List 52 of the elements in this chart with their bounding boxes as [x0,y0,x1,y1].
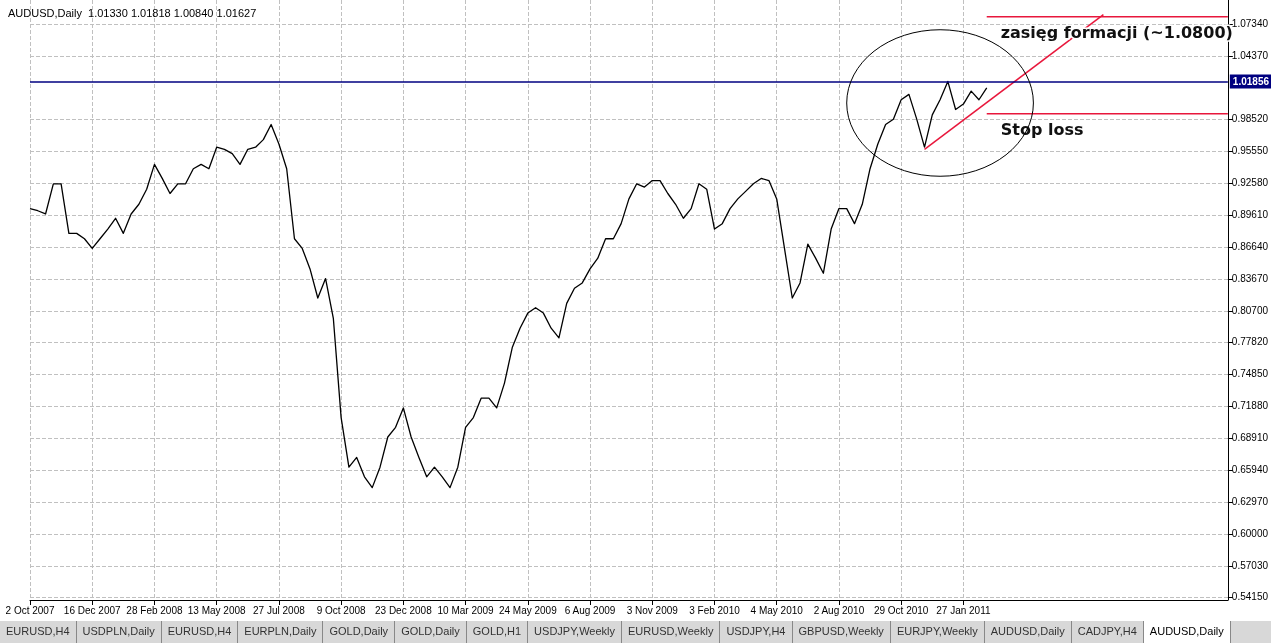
y-tick-label: 0.60000 [1231,528,1269,540]
y-tick-label: 0.80700 [1231,305,1269,317]
y-tick-label: 0.83670 [1231,273,1269,285]
x-tick-label: 13 May 2008 [187,604,247,616]
y-tick-label: 1.04370 [1231,50,1269,62]
text: GBPUSD,Weekly [792,621,891,643]
x-tick-label: 24 May 2009 [498,604,558,616]
x-tick-label: 16 Dec 2007 [63,604,122,616]
x-tick-label: 28 Feb 2008 [126,604,183,616]
x-tick-label: 4 May 2010 [750,604,804,616]
y-tick-label: 0.92580 [1231,177,1269,189]
y-tick-label: 0.89610 [1231,209,1269,221]
y-tick-label: 0.77820 [1231,336,1269,348]
text: AUDUSD,Daily 1.01330 1.01818 1.00840 1.01627 [8,6,257,19]
y-tick-label: 0.57030 [1231,560,1269,572]
text: CADJPY,H4 [1071,621,1144,643]
x-tick-label: 6 Aug 2009 [564,604,616,616]
x-tick-label: 3 Nov 2009 [626,604,679,616]
x-tick-label: 10 Mar 2009 [437,604,495,616]
text: AUDUSD,Daily [1143,621,1231,643]
text: GOLD,H1 [466,621,529,643]
text: EURUSD,Weekly [622,621,721,643]
text: GOLD,Daily [395,621,467,643]
text: EURPLN,Daily [238,621,324,643]
y-tick-label: 1.07340 [1231,18,1269,30]
x-tick-label: 2 Aug 2010 [813,604,865,616]
text: EURUSD,H4 [0,621,77,643]
text: USDJPY,Weekly [528,621,623,643]
text: AUDUSD,Daily [984,621,1072,643]
y-tick-label: 0.54150 [1231,591,1269,603]
x-tick-label: 29 Oct 2010 [873,604,929,616]
y-tick-label: 0.62970 [1231,496,1269,508]
y-tick-label: 0.65940 [1231,464,1269,476]
text: EURJPY,Weekly [890,621,985,643]
y-tick-label: 0.74850 [1231,368,1269,380]
x-tick-label: 27 Jul 2008 [253,604,306,616]
text: EURUSD,H4 [161,621,239,643]
ref-line-label: 1.01856 [1232,75,1270,87]
series-label: Stop loss [1000,120,1084,140]
x-tick-label: 27 Jan 2011 [936,604,991,616]
y-tick-label: 0.71880 [1231,400,1269,412]
x-tick-label: 2 Oct 2007 [5,604,55,616]
text: USDPLN,Daily [76,621,162,643]
x-tick-label: 23 Dec 2008 [375,604,433,616]
y-tick-label: 0.95550 [1231,145,1269,157]
x-tick-label: 3 Feb 2010 [689,604,741,616]
y-tick-label: 0.68910 [1231,432,1269,444]
x-tick-label: 9 Oct 2008 [316,604,367,616]
text: GOLD,Daily [323,621,396,643]
text: USDJPY,H4 [720,621,793,643]
y-tick-label: 0.86640 [1231,241,1269,253]
y-tick-label: 0.98520 [1231,113,1269,125]
